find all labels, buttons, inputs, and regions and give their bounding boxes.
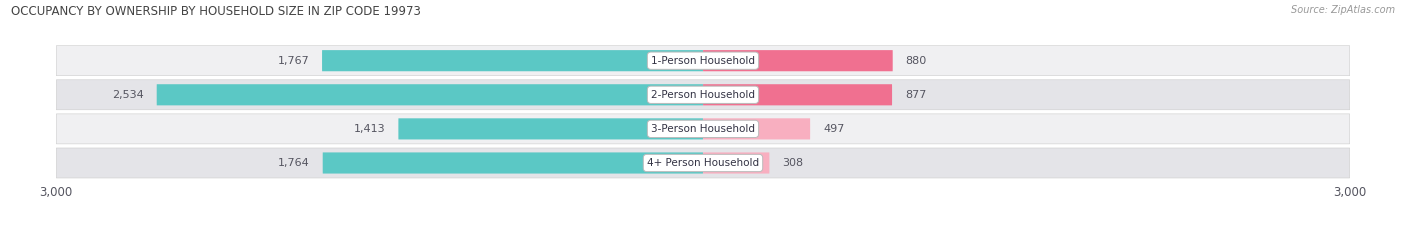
Text: 880: 880 bbox=[905, 56, 927, 66]
Text: 4+ Person Household: 4+ Person Household bbox=[647, 158, 759, 168]
FancyBboxPatch shape bbox=[703, 118, 810, 140]
Text: 497: 497 bbox=[823, 124, 845, 134]
Text: 1,764: 1,764 bbox=[278, 158, 309, 168]
Text: 1,413: 1,413 bbox=[354, 124, 385, 134]
FancyBboxPatch shape bbox=[56, 80, 1350, 110]
Text: 308: 308 bbox=[782, 158, 803, 168]
FancyBboxPatch shape bbox=[398, 118, 703, 140]
FancyBboxPatch shape bbox=[56, 114, 1350, 144]
FancyBboxPatch shape bbox=[56, 46, 1350, 76]
Text: 877: 877 bbox=[905, 90, 927, 100]
FancyBboxPatch shape bbox=[703, 50, 893, 71]
FancyBboxPatch shape bbox=[322, 50, 703, 71]
Text: 1-Person Household: 1-Person Household bbox=[651, 56, 755, 66]
Text: 1,767: 1,767 bbox=[277, 56, 309, 66]
FancyBboxPatch shape bbox=[56, 148, 1350, 178]
Text: 2,534: 2,534 bbox=[112, 90, 143, 100]
FancyBboxPatch shape bbox=[703, 84, 891, 105]
Text: OCCUPANCY BY OWNERSHIP BY HOUSEHOLD SIZE IN ZIP CODE 19973: OCCUPANCY BY OWNERSHIP BY HOUSEHOLD SIZE… bbox=[11, 5, 422, 18]
Text: 2-Person Household: 2-Person Household bbox=[651, 90, 755, 100]
Text: 3-Person Household: 3-Person Household bbox=[651, 124, 755, 134]
FancyBboxPatch shape bbox=[323, 152, 703, 174]
Text: Source: ZipAtlas.com: Source: ZipAtlas.com bbox=[1291, 5, 1395, 15]
FancyBboxPatch shape bbox=[703, 152, 769, 174]
FancyBboxPatch shape bbox=[156, 84, 703, 105]
